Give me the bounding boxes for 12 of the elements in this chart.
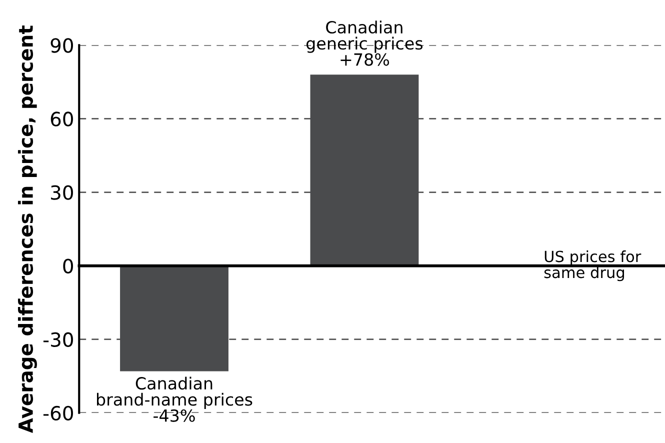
y-tick-label: 0 (63, 258, 73, 274)
x-tick-label: Canadian generic prices (306, 20, 423, 53)
y-tick-label: -30 (43, 332, 73, 347)
x-tick-label: US prices for same drug (544, 250, 642, 282)
data-label: +78% (340, 53, 390, 66)
data-label: -43% (154, 409, 195, 422)
y-tick-label: 60 (50, 112, 73, 126)
y-axis-title: Average differences in price, percent (18, 25, 37, 433)
x-tick-label: Canadian brand-name prices (96, 376, 252, 410)
y-tick-label: 30 (51, 185, 73, 200)
y-tick-label: -60 (43, 406, 73, 421)
y-tick-label: 90 (50, 38, 73, 53)
